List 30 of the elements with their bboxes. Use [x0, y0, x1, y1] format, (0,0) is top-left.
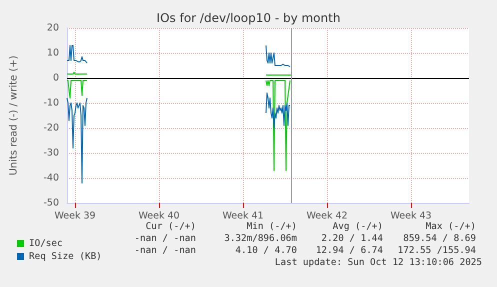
y-tick-label: -40	[43, 172, 59, 184]
text: Min (-/+)	[246, 221, 297, 232]
text: 3.32m/896.06m	[224, 233, 298, 244]
legend-label: IO/sec	[29, 238, 63, 249]
legend-label: Req Size (KB)	[29, 251, 102, 262]
y-tick-label: 20	[46, 22, 59, 34]
text: -nan / -nan	[134, 233, 196, 244]
y-tick-label: -50	[43, 198, 59, 208]
y-axis-title: Units read (-) / write (+)	[8, 55, 20, 176]
text: Max (-/+)	[426, 221, 476, 232]
x-tick-label: Week 40	[138, 210, 180, 222]
text: 859.54 / 8.69	[403, 233, 476, 244]
x-tick-label: Week 39	[54, 210, 96, 222]
y-tick-label: -20	[43, 122, 59, 134]
y-tick-label: -10	[43, 98, 59, 108]
text: 4.10 / 4.70	[235, 245, 298, 256]
text: Cur (-/+)	[146, 221, 196, 232]
y-tick-label: 0	[52, 72, 59, 84]
x-tick-label: Week 41	[222, 210, 264, 222]
y-tick-label: 10	[46, 48, 59, 58]
text: 12.94 / 6.74	[316, 245, 384, 256]
text: 2.20 / 1.44	[321, 233, 384, 244]
x-tick-label: Week 42	[306, 210, 348, 222]
text: Avg (-/+)	[332, 221, 383, 232]
text: 172.55 /155.94	[398, 245, 476, 256]
chart-title: IOs for /dev/loop10 - by month	[156, 11, 340, 25]
y-tick-label: -30	[43, 148, 59, 158]
x-tick-label: Week 43	[390, 210, 432, 222]
text: -nan / -nan	[134, 245, 196, 256]
text: Last update: Sun Oct 12 13:10:06 2025	[274, 257, 482, 268]
